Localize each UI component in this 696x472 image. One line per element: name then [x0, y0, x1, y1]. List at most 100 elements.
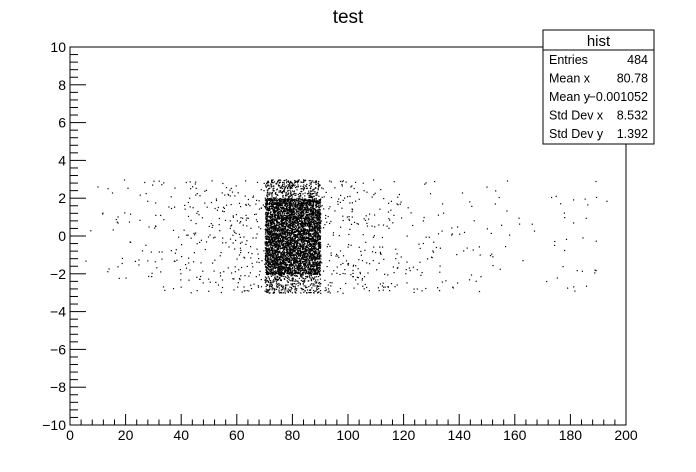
data-point: [274, 225, 276, 227]
data-point: [297, 266, 299, 268]
data-point: [293, 226, 295, 228]
data-point: [314, 290, 316, 292]
data-point: [317, 182, 320, 184]
data-point: [306, 205, 308, 207]
data-point: [302, 257, 304, 259]
data-point: [299, 204, 302, 206]
data-point: [301, 275, 303, 277]
data-point: [304, 206, 306, 209]
data-point: [289, 261, 291, 264]
data-point: [289, 183, 291, 185]
data-point: [295, 258, 297, 260]
data-point: [273, 252, 275, 254]
data-point: [292, 248, 294, 250]
data-point: [314, 238, 316, 240]
data-point: [310, 199, 312, 201]
data-point: [313, 269, 315, 271]
data-point: [276, 188, 278, 190]
data-point: [276, 272, 278, 274]
data-point: [292, 259, 294, 261]
data-point: [265, 201, 267, 203]
data-point: [317, 235, 319, 238]
data-point: [318, 238, 320, 240]
data-point: [269, 232, 271, 234]
data-point: [293, 212, 295, 214]
data-point: [270, 222, 272, 224]
data-point: [311, 247, 313, 249]
data-point: [285, 259, 288, 261]
data-point: [277, 270, 280, 272]
data-point: [288, 211, 291, 213]
data-point: [280, 190, 282, 192]
data-point: [267, 220, 269, 222]
data-point: [303, 179, 305, 181]
data-point: [281, 243, 283, 245]
data-point: [272, 182, 274, 184]
data-point: [315, 201, 318, 203]
data-point: [315, 239, 317, 241]
data-point: [275, 227, 277, 229]
data-point: [276, 240, 279, 242]
data-point: [318, 186, 320, 188]
data-point: [281, 262, 284, 264]
data-point: [285, 243, 287, 245]
data-point: [283, 185, 285, 187]
data-point: [301, 257, 303, 259]
data-point: [273, 248, 275, 250]
data-point: [276, 240, 278, 242]
data-point: [266, 196, 268, 198]
data-point: [284, 266, 286, 269]
data-point: [286, 209, 288, 211]
data-point: [281, 208, 283, 210]
data-point: [269, 202, 271, 204]
data-point: [285, 208, 287, 210]
data-point: [267, 253, 269, 255]
data-point: [275, 268, 277, 270]
data-point: [280, 192, 282, 194]
data-point: [268, 289, 270, 291]
data-point: [317, 271, 319, 273]
data-point: [300, 236, 302, 238]
data-point: [317, 234, 319, 236]
data-point: [311, 244, 313, 246]
data-point: [320, 241, 322, 244]
data-point: [268, 286, 271, 288]
data-point: [304, 255, 306, 257]
data-point: [310, 238, 312, 240]
data-point: [296, 189, 298, 191]
data-point: [309, 200, 311, 202]
data-point: [299, 212, 302, 214]
data-point: [283, 226, 285, 228]
data-point: [298, 269, 300, 272]
data-point: [283, 292, 285, 294]
data-point: [275, 199, 277, 201]
data-point: [297, 194, 299, 196]
data-point: [318, 181, 320, 183]
data-point: [305, 245, 307, 247]
data-point: [279, 292, 281, 294]
data-point: [299, 249, 301, 251]
data-point: [271, 273, 273, 275]
data-point: [275, 263, 278, 265]
data-point: [283, 278, 285, 280]
data-point: [316, 243, 318, 245]
data-point: [305, 229, 307, 232]
data-point: [303, 186, 305, 188]
data-point: [282, 245, 284, 247]
data-point: [267, 241, 269, 244]
data-point: [303, 254, 305, 256]
data-point: [278, 221, 280, 223]
data-point: [276, 206, 278, 208]
data-point: [318, 267, 320, 269]
data-point: [286, 211, 288, 213]
data-point: [289, 215, 291, 217]
data-point: [300, 270, 302, 272]
data-point: [306, 238, 308, 240]
data-point: [275, 203, 277, 205]
data-point: [265, 231, 267, 233]
data-point: [302, 202, 305, 204]
data-point: [315, 227, 317, 229]
data-point: [304, 224, 307, 227]
data-point: [310, 185, 312, 187]
data-point: [264, 241, 266, 243]
